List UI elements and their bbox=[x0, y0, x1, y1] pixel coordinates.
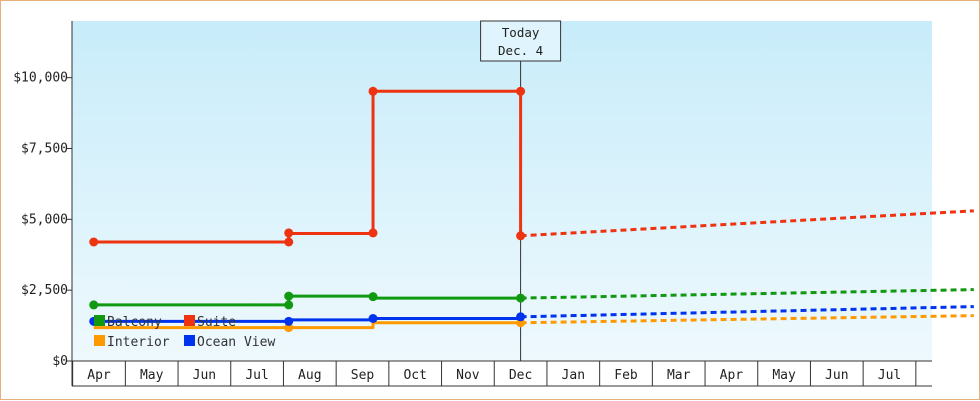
series-balcony bbox=[89, 288, 974, 310]
data-point bbox=[284, 291, 294, 301]
x-tick-label: Jun bbox=[193, 368, 216, 383]
x-tick-label: Jun bbox=[825, 368, 848, 383]
data-point bbox=[516, 231, 526, 241]
x-tick-label: Apr bbox=[87, 368, 111, 383]
legend-label: Balcony bbox=[107, 315, 162, 330]
series-history-line bbox=[93, 317, 521, 323]
y-tick-label: $5,000 bbox=[21, 212, 68, 227]
today-box bbox=[480, 20, 562, 62]
data-point bbox=[89, 237, 99, 247]
series-layer bbox=[89, 86, 974, 333]
data-point bbox=[89, 300, 99, 310]
series-ocean-view bbox=[89, 305, 974, 326]
data-point bbox=[284, 323, 294, 333]
y-tick-label: $10,000 bbox=[13, 71, 68, 86]
legend-label: Ocean View bbox=[197, 335, 275, 350]
series-forecast-line bbox=[520, 209, 974, 238]
x-tick-label: Nov bbox=[456, 368, 480, 383]
x-tick-label: May bbox=[772, 368, 796, 383]
legend-swatch bbox=[94, 335, 105, 346]
data-point bbox=[368, 86, 378, 96]
series-history-line bbox=[93, 321, 521, 330]
series-forecast-line bbox=[520, 288, 974, 300]
data-point bbox=[284, 316, 294, 326]
series-suite bbox=[89, 86, 974, 247]
data-point bbox=[516, 312, 526, 322]
x-tick-label: Feb bbox=[614, 368, 638, 383]
data-point bbox=[368, 228, 378, 238]
x-tick-label: Mar bbox=[667, 368, 691, 383]
x-tick-label: Apr bbox=[720, 368, 744, 383]
today-label: Today bbox=[502, 25, 540, 40]
y-tick-label: $7,500 bbox=[21, 142, 68, 157]
series-history-line bbox=[93, 294, 521, 307]
series-interior bbox=[93, 314, 974, 333]
x-axis: Apr May Jun Jul Aug Sep Oct Nov Dec Jan Feb Mar Apr M… bbox=[72, 360, 932, 387]
legend-label: Interior bbox=[107, 335, 170, 350]
legend-swatch bbox=[94, 315, 105, 326]
x-tick-label: Aug bbox=[298, 368, 321, 383]
x-tick-label: Jul bbox=[245, 368, 268, 383]
today-date-label: Dec. 4 bbox=[498, 43, 543, 58]
x-tick-label: Jan bbox=[562, 368, 585, 383]
x-tick-label: Jul bbox=[878, 368, 901, 383]
data-point bbox=[368, 314, 378, 323]
y-tick-label: $0 bbox=[52, 354, 68, 369]
data-point bbox=[284, 228, 294, 238]
series-forecast-line bbox=[520, 314, 974, 325]
x-tick-label: Sep bbox=[351, 368, 375, 383]
legend-swatch bbox=[184, 315, 195, 326]
series-forecast-line bbox=[520, 305, 974, 319]
x-tick-label: May bbox=[140, 368, 164, 383]
legend-label: Suite bbox=[197, 315, 236, 330]
x-tick-label: Oct bbox=[403, 368, 426, 383]
y-axis: $0 $2,500 $5,000 $7,500 $10,000 bbox=[13, 21, 73, 386]
legend-swatch bbox=[184, 335, 195, 346]
today-marker: Today Dec. 4 bbox=[480, 20, 562, 361]
data-point bbox=[368, 292, 378, 302]
y-tick-label: $2,500 bbox=[21, 283, 68, 298]
x-tick-label: Dec bbox=[509, 368, 532, 383]
data-point bbox=[284, 237, 294, 247]
data-point bbox=[516, 293, 526, 303]
legend: Balcony Suite Interior Ocean View bbox=[94, 315, 275, 350]
data-point bbox=[516, 86, 526, 96]
data-point bbox=[284, 300, 294, 310]
